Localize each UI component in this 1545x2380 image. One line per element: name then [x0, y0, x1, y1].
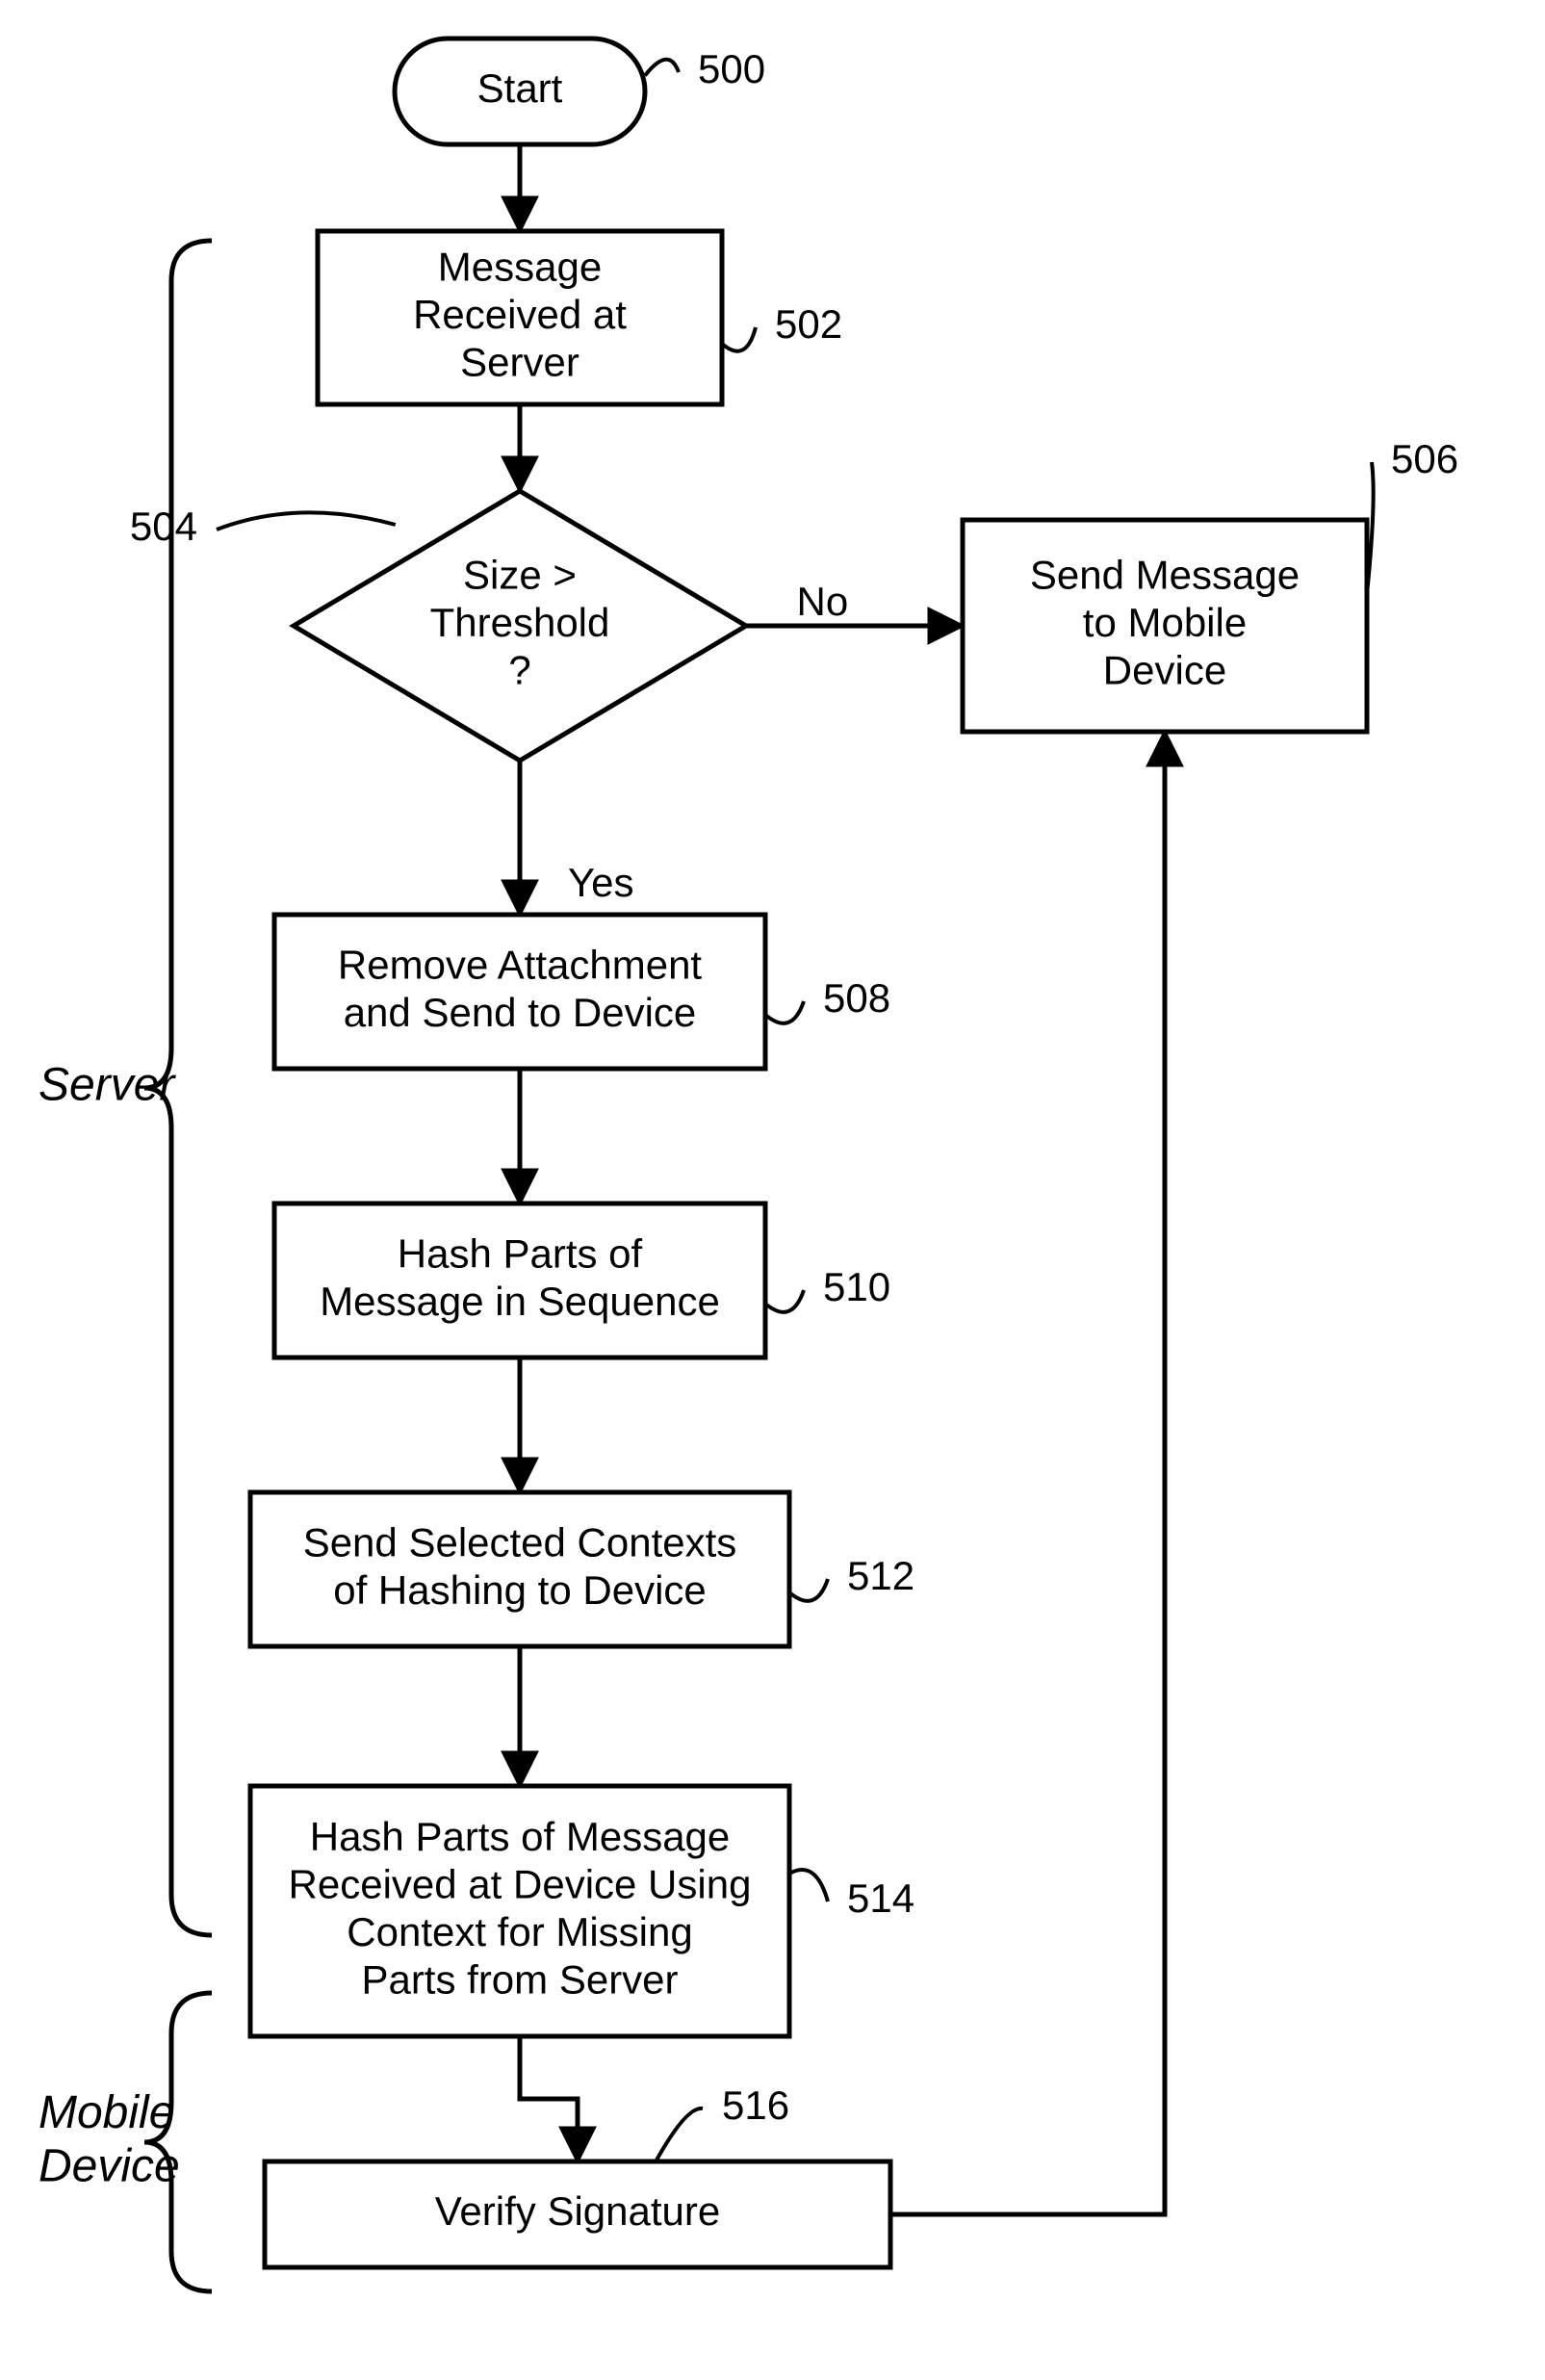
ref-label-514: 514: [847, 1876, 914, 1921]
node-text-n504: ?: [508, 648, 530, 693]
node-text-n502: Received at: [413, 292, 627, 337]
section-label-sec-mobile: Mobile: [39, 2087, 174, 2138]
ref-label-504: 504: [130, 504, 197, 549]
node-text-n506: Send Message: [1030, 553, 1300, 598]
node-text-n514: Hash Parts of Message: [310, 1814, 731, 1859]
node-text-n504: Size >: [463, 553, 577, 598]
node-text-n508: and Send to Device: [344, 990, 697, 1035]
node-text-n514: Received at Device Using: [289, 1861, 752, 1906]
section-label-sec-mobile: Device: [39, 2140, 180, 2191]
ref-label-510: 510: [823, 1264, 890, 1309]
node-text-n514: Context for Missing: [347, 1909, 692, 1954]
node-text-n510: Message in Sequence: [320, 1279, 720, 1324]
node-text-n508: Remove Attachment: [338, 942, 703, 987]
node-text-n502: Message: [438, 245, 602, 290]
ref-label-508: 508: [823, 975, 890, 1021]
ref-label-512: 512: [847, 1553, 914, 1598]
ref-label-516: 516: [722, 2082, 789, 2128]
flowchart-root: YesNoServerMobileDeviceStart500MessageRe…: [0, 0, 1545, 2380]
node-text-n512: of Hashing to Device: [333, 1567, 707, 1613]
ref-label-502: 502: [775, 301, 842, 347]
flowchart-svg: YesNoServerMobileDeviceStart500MessageRe…: [0, 0, 1545, 2380]
section-label-sec-server: Server: [39, 1060, 176, 1111]
edge-label-n504-n508: Yes: [568, 860, 634, 905]
node-text-n512: Send Selected Contexts: [303, 1519, 737, 1565]
ref-label-506: 506: [1391, 436, 1458, 481]
edge-label-n504-n506: No: [797, 579, 849, 624]
node-text-n516: Verify Signature: [435, 2188, 721, 2234]
ref-label-500: 500: [698, 46, 765, 91]
node-text-n502: Server: [460, 340, 579, 385]
node-text-n510: Hash Parts of: [398, 1230, 643, 1276]
node-text-n506: to Mobile: [1083, 600, 1247, 645]
node-text-n514: Parts from Server: [361, 1956, 678, 2002]
node-text-n504: Threshold: [430, 600, 610, 645]
node-text-start: Start: [477, 65, 563, 111]
node-text-n506: Device: [1103, 648, 1226, 693]
